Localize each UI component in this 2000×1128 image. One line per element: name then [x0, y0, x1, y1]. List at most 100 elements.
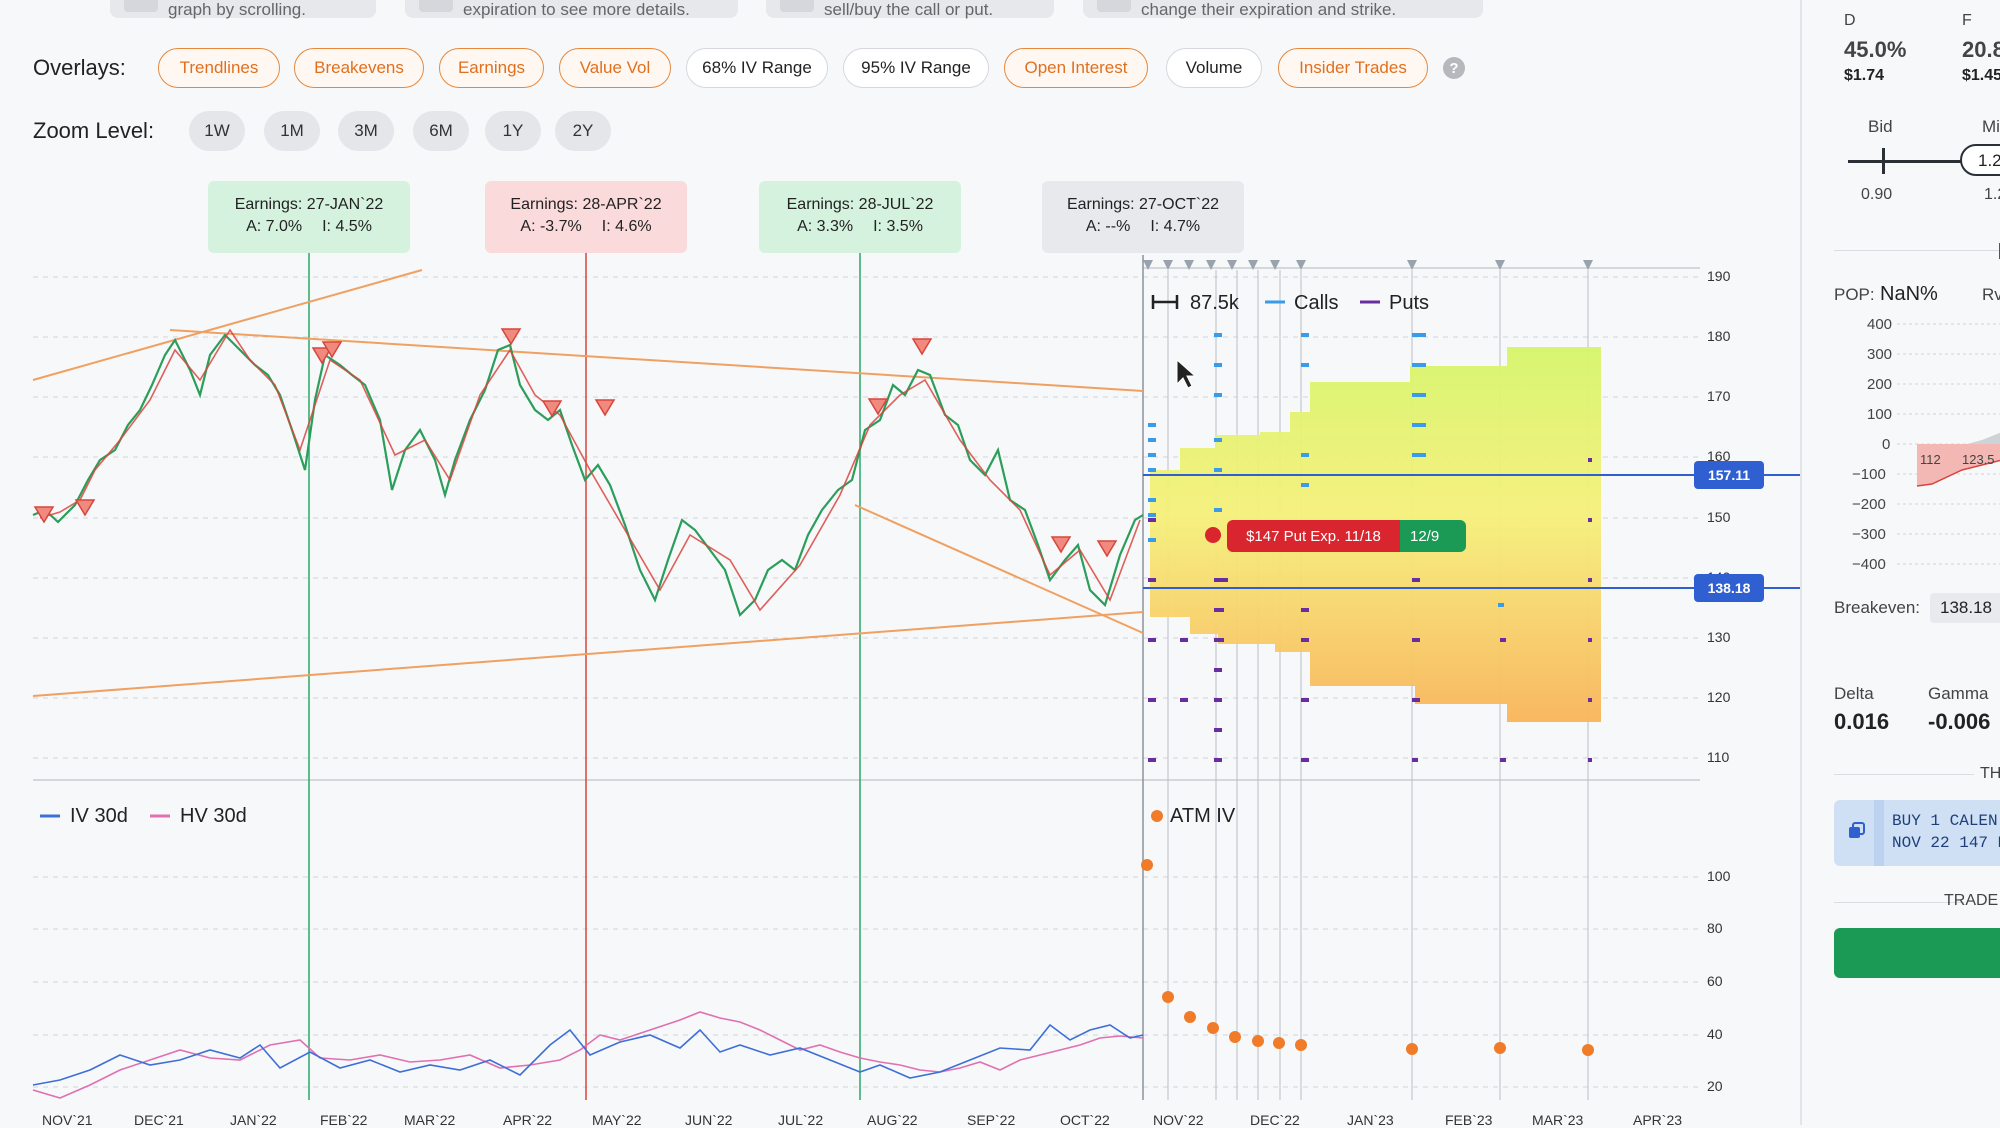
hint-card-buy-sell: sell/buy the call or put.: [766, 0, 1054, 19]
overlay-68-iv-range[interactable]: 68% IV Range: [686, 48, 828, 88]
bid-slider-handle[interactable]: [1882, 148, 1885, 174]
bid-label: Bid: [1868, 117, 1893, 136]
price-tick: 110: [1707, 749, 1730, 765]
date-tick: JAN`22: [230, 1112, 277, 1128]
price-tick: 130: [1707, 629, 1731, 645]
overlays-label: Overlays:: [33, 55, 126, 80]
hint-card-scroll: graph by scrolling.: [110, 0, 376, 19]
hint-card-strike: change their expiration and strike.: [1083, 0, 1483, 19]
date-tick: MAY`22: [592, 1112, 642, 1128]
iv-tick: 100: [1707, 868, 1731, 884]
mid-label: Mi: [1982, 117, 2000, 136]
help-icon[interactable]: ?: [1443, 57, 1465, 79]
earnings-box-jul22[interactable]: Earnings: 28-JUL`22 A: 3.3% I: 3.5%: [759, 181, 961, 253]
overlay-breakevens[interactable]: Breakevens: [294, 48, 424, 88]
overlay-earnings[interactable]: Earnings: [439, 48, 544, 88]
date-tick: FEB`22: [320, 1112, 368, 1128]
price-tick: 180: [1707, 328, 1731, 344]
zoom-2y[interactable]: 2Y: [555, 111, 611, 151]
price-tick: 120: [1707, 689, 1731, 705]
delta-value: 0.016: [1834, 709, 1890, 734]
zoom-1y[interactable]: 1Y: [485, 111, 541, 151]
order-line: NOV 22 147 P: [1892, 834, 2000, 852]
lower-breakeven-flag[interactable]: 138.18: [1694, 574, 1764, 602]
pnl-chart[interactable]: [1802, 310, 2000, 580]
pop-label: POP:: [1834, 285, 1875, 304]
overlay-95-iv-range[interactable]: 95% IV Range: [843, 48, 989, 88]
upper-breakeven-flag[interactable]: 157.11: [1694, 461, 1764, 489]
overlay-value-vol[interactable]: Value Vol: [559, 48, 671, 88]
zoom-label: Zoom Level:: [33, 118, 155, 143]
trade-panel: D F 45.0% 20.8 $1.74 $1.45 Bid Mi 1.2 0.…: [1800, 0, 2000, 1125]
d-percent: 45.0%: [1844, 37, 1907, 62]
date-tick: AUG`22: [867, 1112, 918, 1128]
zoom-3m[interactable]: 3M: [338, 111, 394, 151]
pnl-tick: −300: [1852, 526, 1886, 543]
gamma-label: Gamma: [1928, 684, 1989, 703]
expiration-tag[interactable]: 12/9: [1400, 520, 1466, 552]
pnl-tick: −400: [1852, 556, 1886, 573]
section-heading: TH: [1980, 765, 2000, 782]
overlay-insider-trades[interactable]: Insider Trades: [1278, 48, 1428, 88]
price-tick: 170: [1707, 388, 1731, 404]
date-tick: NOV`22: [1153, 1112, 1204, 1128]
date-tick: FEB`23: [1445, 1112, 1493, 1128]
iv-tick: 40: [1707, 1026, 1723, 1042]
pnl-tick: −100: [1852, 466, 1886, 483]
date-tick: OCT`22: [1060, 1112, 1110, 1128]
date-tick: JUN`22: [685, 1112, 733, 1128]
earnings-box-apr22[interactable]: Earnings: 28-APR`22 A: -3.7% I: 4.6%: [485, 181, 687, 253]
date-tick: JUL`22: [778, 1112, 824, 1128]
divider: [1834, 774, 1974, 775]
put-position-tag[interactable]: $147 Put Exp. 11/18: [1227, 520, 1400, 552]
date-tick: APR`22: [503, 1112, 553, 1128]
f-percent: 20.8: [1962, 37, 2000, 62]
overlay-open-interest[interactable]: Open Interest: [1004, 48, 1148, 88]
pnl-tick: 300: [1867, 346, 1893, 363]
main-chart[interactable]: [0, 0, 1800, 1125]
price-input[interactable]: 1.2: [1960, 144, 2000, 176]
order-summary[interactable]: BUY 1 CALEN NOV 22 147 P: [1834, 800, 2000, 866]
date-tick: MAR`23: [1532, 1112, 1584, 1128]
order-line: BUY 1 CALEN: [1892, 812, 1998, 830]
breakeven-label: Breakeven:: [1834, 598, 1920, 617]
pnl-tick: 100: [1867, 406, 1893, 423]
f-price: $1.45: [1962, 67, 2000, 84]
date-tick: APR`23: [1633, 1112, 1683, 1128]
price-tick: 160: [1707, 448, 1731, 464]
price-tick: 150: [1707, 509, 1731, 525]
iv-tick: 60: [1707, 973, 1723, 989]
date-tick: DEC`22: [1250, 1112, 1300, 1128]
date-tick: NOV`21: [42, 1112, 93, 1128]
pnl-x-tick: 123.5: [1962, 452, 1995, 467]
trade-button[interactable]: [1834, 928, 2000, 978]
trade-section-label: TRADE C: [1944, 892, 2000, 909]
zoom-6m[interactable]: 6M: [413, 111, 469, 151]
column-f-label: F: [1962, 12, 1972, 29]
earnings-box-jan22[interactable]: Earnings: 27-JAN`22 A: 7.0% I: 4.5%: [208, 181, 410, 253]
price-slider-track[interactable]: [1848, 160, 2000, 163]
pnl-tick: 400: [1867, 316, 1893, 333]
date-tick: DEC`21: [134, 1112, 184, 1128]
hv-30d-legend[interactable]: HV 30d: [180, 805, 247, 827]
zoom-1m[interactable]: 1M: [264, 111, 320, 151]
pop-value: NaN%: [1880, 283, 1938, 305]
overlay-volume[interactable]: Volume: [1166, 48, 1262, 88]
volume-legend: 87.5k: [1190, 292, 1239, 314]
zoom-1w[interactable]: 1W: [189, 111, 245, 151]
iv-tick: 80: [1707, 920, 1723, 936]
puts-legend[interactable]: Puts: [1389, 292, 1430, 314]
divider: [1834, 902, 1964, 903]
date-tick: JAN`23: [1347, 1112, 1394, 1128]
calls-legend[interactable]: Calls: [1294, 292, 1339, 314]
pnl-tick: 0: [1882, 436, 1891, 453]
earnings-box-oct22[interactable]: Earnings: 27-OCT`22 A: --% I: 4.7%: [1042, 181, 1244, 253]
date-tick: SEP`22: [967, 1112, 1016, 1128]
iv-30d-legend[interactable]: IV 30d: [70, 805, 128, 827]
price-tick: 190: [1707, 268, 1731, 284]
bid-value: 0.90: [1861, 186, 1893, 203]
copy-icon[interactable]: [1848, 822, 1866, 840]
position-dot: [1205, 527, 1221, 543]
overlay-trendlines[interactable]: Trendlines: [158, 48, 280, 88]
pnl-tick: −200: [1852, 496, 1886, 513]
